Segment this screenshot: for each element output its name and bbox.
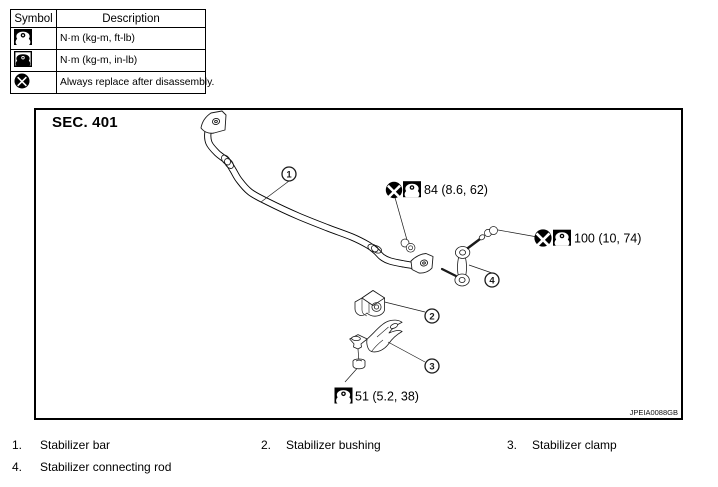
- svg-text:100 (10, 74): 100 (10, 74): [574, 232, 641, 246]
- svg-text:2: 2: [429, 311, 434, 322]
- svg-text:51 (5.2, 38): 51 (5.2, 38): [355, 390, 419, 404]
- svg-text:3: 3: [429, 361, 434, 372]
- svg-text:4: 4: [489, 275, 495, 286]
- svg-text:84 (8.6, 62): 84 (8.6, 62): [424, 183, 488, 197]
- svg-text:1: 1: [286, 169, 292, 180]
